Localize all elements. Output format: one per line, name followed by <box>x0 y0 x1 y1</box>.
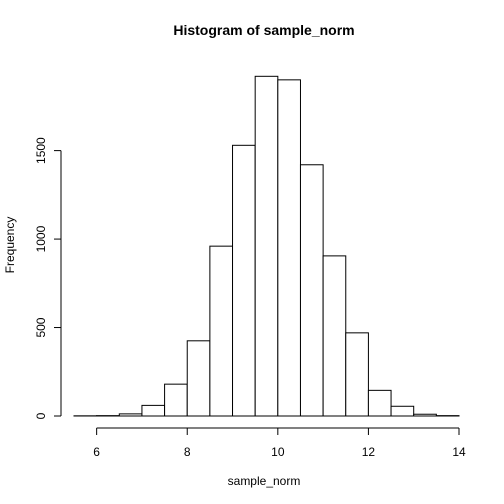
histogram-bar-2 <box>119 414 142 416</box>
histogram-bar-15 <box>414 414 437 416</box>
histogram-bar-5 <box>187 341 210 416</box>
histogram-bar-7 <box>233 145 256 416</box>
histogram-bar-11 <box>323 256 346 416</box>
y-axis-label: Frequency <box>3 217 17 274</box>
histogram-bar-13 <box>368 390 391 416</box>
y-tick-label: 0 <box>34 412 48 419</box>
x-tick-label: 14 <box>452 445 466 459</box>
histogram-bar-6 <box>210 246 233 416</box>
x-axis-label: sample_norm <box>228 474 301 488</box>
histogram-bar-12 <box>346 333 369 416</box>
histogram-bar-4 <box>165 384 188 416</box>
chart-title: Histogram of sample_norm <box>173 22 354 38</box>
x-axis: 6 8 10 12 14 <box>93 428 466 459</box>
y-axis: 0 500 1000 1500 <box>34 137 61 419</box>
bars-group <box>74 76 459 416</box>
histogram-bar-8 <box>255 76 278 416</box>
histogram-bar-14 <box>391 406 414 416</box>
y-tick-label: 1500 <box>34 137 48 164</box>
x-tick-label: 10 <box>271 445 285 459</box>
histogram-bar-10 <box>300 165 323 416</box>
histogram-bar-9 <box>278 80 301 416</box>
x-tick-label: 6 <box>93 445 100 459</box>
y-tick-label: 1000 <box>34 225 48 252</box>
y-tick-label: 500 <box>34 317 48 337</box>
histogram-bar-3 <box>142 405 165 416</box>
x-tick-label: 12 <box>362 445 376 459</box>
x-tick-label: 8 <box>184 445 191 459</box>
